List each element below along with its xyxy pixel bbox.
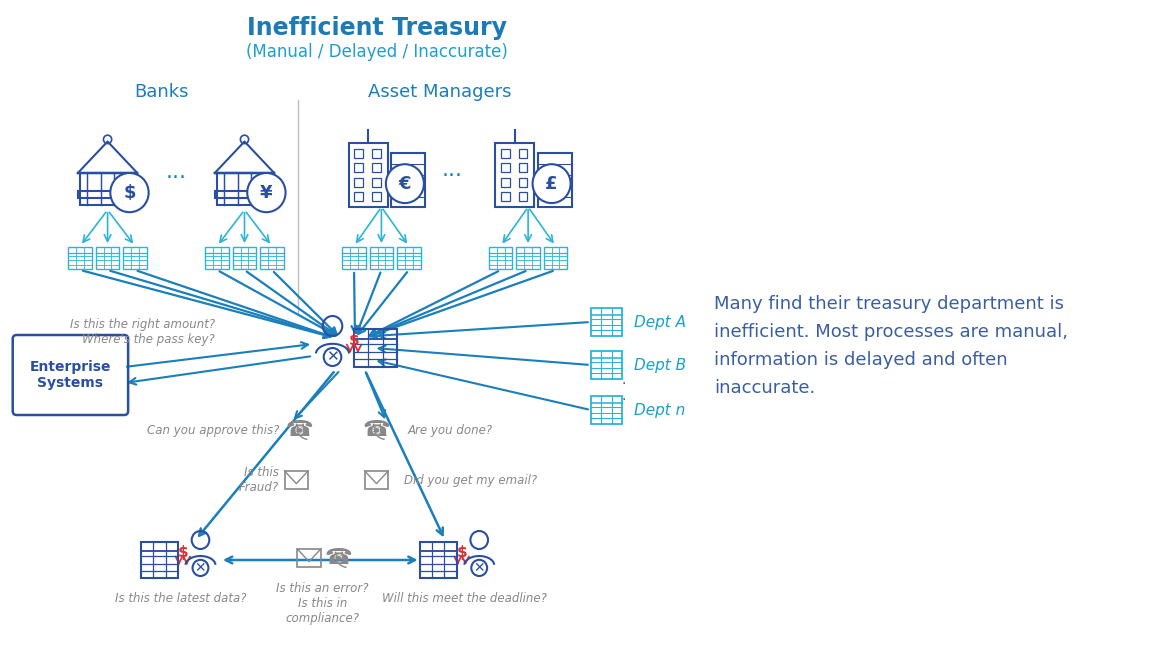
Bar <box>591 351 622 379</box>
Text: inefficient. Most processes are manual,: inefficient. Most processes are manual, <box>714 323 1067 341</box>
Text: ✕: ✕ <box>195 561 207 575</box>
Text: Is this the latest data?: Is this the latest data? <box>115 592 247 605</box>
Text: $: $ <box>178 545 188 559</box>
Bar <box>205 247 228 269</box>
Text: ☎: ☎ <box>362 420 390 440</box>
Bar <box>495 142 534 207</box>
Text: information is delayed and often: information is delayed and often <box>714 351 1007 369</box>
Text: Is this an error?
Is this in
compliance?: Is this an error? Is this in compliance? <box>277 582 369 625</box>
Bar <box>519 178 527 187</box>
Bar <box>516 247 540 269</box>
Text: Many find their treasury department is: Many find their treasury department is <box>714 295 1064 313</box>
Bar <box>501 149 510 158</box>
Bar <box>591 308 622 336</box>
Bar <box>80 173 135 205</box>
Bar <box>501 178 510 187</box>
Text: Asset Managers: Asset Managers <box>368 83 512 101</box>
Text: Inefficient Treasury: Inefficient Treasury <box>247 16 507 40</box>
Circle shape <box>385 164 424 203</box>
Text: ✕: ✕ <box>473 561 485 575</box>
Text: £: £ <box>546 175 557 193</box>
Bar <box>519 149 527 158</box>
Bar <box>260 247 284 269</box>
Text: inaccurate.: inaccurate. <box>714 379 815 397</box>
Circle shape <box>247 173 285 212</box>
Bar <box>397 247 420 269</box>
Bar <box>217 173 272 205</box>
Text: $: $ <box>349 332 359 348</box>
Bar <box>489 247 512 269</box>
Text: ·
·: · · <box>622 377 627 407</box>
Bar <box>349 142 388 207</box>
Bar <box>215 191 275 198</box>
Text: Banks: Banks <box>134 83 188 101</box>
Bar <box>354 149 364 158</box>
Bar <box>372 149 381 158</box>
Bar <box>96 247 119 269</box>
Bar <box>233 247 256 269</box>
Bar <box>372 192 381 201</box>
Bar <box>501 192 510 201</box>
Bar <box>544 247 568 269</box>
Bar <box>141 542 178 578</box>
Text: ...: ... <box>441 160 463 180</box>
Text: Enterprise
Systems: Enterprise Systems <box>30 360 111 390</box>
Bar <box>77 191 137 198</box>
Bar <box>501 164 510 172</box>
Bar <box>519 164 527 172</box>
Text: Will this meet the deadline?: Will this meet the deadline? <box>382 592 547 605</box>
Text: €: € <box>398 175 411 193</box>
Circle shape <box>111 173 149 212</box>
Text: (Manual / Delayed / Inaccurate): (Manual / Delayed / Inaccurate) <box>246 43 508 61</box>
Bar <box>68 247 92 269</box>
Text: Is this the right amount?
Where's the pass key?: Is this the right amount? Where's the pa… <box>70 318 215 346</box>
Bar <box>354 164 364 172</box>
Bar <box>285 471 308 489</box>
Bar <box>519 192 527 201</box>
Bar <box>354 329 397 367</box>
Circle shape <box>193 560 209 576</box>
Bar <box>298 549 321 567</box>
Bar <box>123 247 147 269</box>
Circle shape <box>324 348 342 366</box>
Text: Did you get my email?: Did you get my email? <box>404 473 537 487</box>
Bar <box>591 396 622 424</box>
Bar <box>391 154 425 207</box>
Bar <box>369 247 394 269</box>
Text: $: $ <box>123 184 136 201</box>
Text: Dept n: Dept n <box>634 402 685 418</box>
Text: ☎: ☎ <box>324 548 352 568</box>
Bar <box>538 154 572 207</box>
Text: ¥: ¥ <box>260 184 272 201</box>
Text: ☎: ☎ <box>285 420 313 440</box>
Bar <box>420 542 457 578</box>
Text: Dept B: Dept B <box>634 358 685 372</box>
Text: ...: ... <box>165 162 187 182</box>
Bar <box>354 192 364 201</box>
Text: $: $ <box>456 545 467 559</box>
Circle shape <box>533 164 570 203</box>
Text: Dept A: Dept A <box>634 315 685 329</box>
Text: ✕: ✕ <box>327 350 339 364</box>
Bar <box>354 178 364 187</box>
Bar <box>372 178 381 187</box>
Bar <box>365 471 388 489</box>
Circle shape <box>471 560 487 576</box>
Text: Can you approve this?: Can you approve this? <box>148 424 279 436</box>
Text: Are you done?: Are you done? <box>407 424 493 436</box>
Bar <box>343 247 366 269</box>
Text: Is this
Fraud?: Is this Fraud? <box>239 466 279 494</box>
Bar <box>372 164 381 172</box>
